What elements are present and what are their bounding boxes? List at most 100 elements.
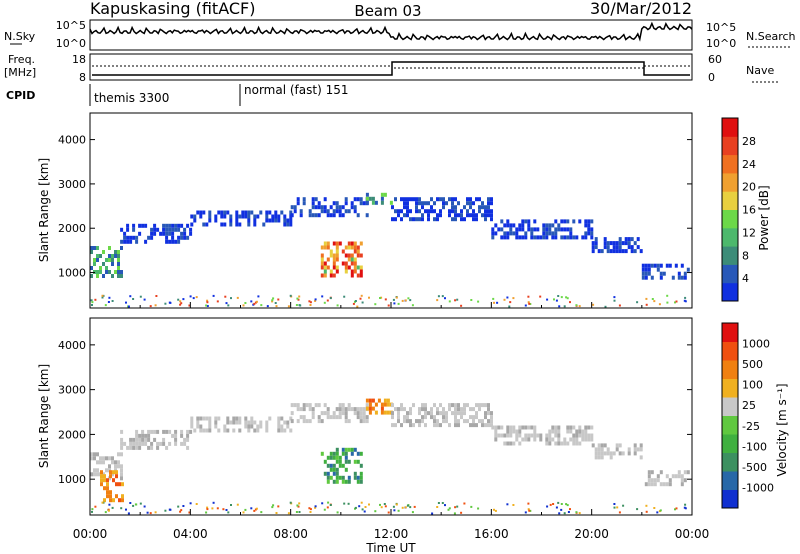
power-echo-cell-band-2	[238, 214, 242, 219]
power-echo-cell-band-7	[563, 235, 567, 240]
power-echo-cell-band-2	[190, 222, 194, 227]
velocity-echo-cell-band-10	[668, 478, 672, 483]
velocity-scatter-cell	[494, 509, 497, 512]
power-echo-cell-band-5	[380, 200, 384, 205]
power-scatter-cell	[477, 300, 480, 303]
velocity-echo-cell-band-3	[196, 424, 200, 429]
velocity-echo-cell-band-8	[581, 433, 585, 438]
velocity-echo-cell-band-9	[618, 451, 622, 456]
power-echo-cell-band-7	[566, 235, 570, 240]
power-scatter-cell	[352, 302, 355, 305]
power-echo-cell-band-4	[323, 261, 327, 266]
power-echo-cell-band-2	[247, 222, 251, 227]
power-scatter-cell	[111, 300, 114, 302]
power-echo-cell-band-7	[554, 231, 558, 236]
power-scatter-cell	[460, 304, 463, 307]
velocity-echo-cell-band-7	[478, 407, 481, 412]
colorbar-tick-label: -1000	[742, 481, 774, 494]
velocity-echo-cell-band-10	[674, 474, 678, 479]
velocity-echo-cell-band-3	[235, 416, 239, 421]
velocity-echo-cell-band-4	[359, 407, 363, 412]
power-scatter-cell	[127, 305, 130, 308]
velocity-echo-cell-band-1	[109, 494, 112, 499]
power-echo-cell-band-1	[147, 235, 151, 240]
power-echo-cell-band-7	[503, 235, 507, 240]
power-scatter-cell	[206, 301, 209, 304]
power-echo-cell-band-7	[551, 231, 555, 236]
power-echo-cell-band-3	[335, 205, 339, 210]
velocity-echo-cell-band-0	[111, 456, 114, 461]
velocity-echo-cell-band-3	[277, 428, 281, 433]
velocity-echo-cell-band-3	[253, 420, 257, 425]
velocity-echo-cell-band-3	[247, 424, 251, 429]
velocity-echo-cell-band-8	[548, 433, 552, 438]
velocity-scatter-cell	[363, 510, 366, 513]
power-scatter-cell	[356, 305, 359, 308]
power-echo-cell-band-9	[644, 263, 648, 268]
power-echo-cell-band-8	[630, 245, 634, 250]
power-scatter-cell	[295, 304, 298, 306]
velocity-echo-cell-band-9	[606, 451, 610, 456]
power-echo-cell-band-6	[490, 197, 493, 202]
velocity-echo-cell-band-5	[335, 459, 339, 464]
power-scatter-cell	[575, 304, 578, 307]
velocity-scatter-cell	[653, 507, 656, 509]
velocity-echo-cell-band-7	[445, 415, 448, 420]
power-echo-cell-band-3	[353, 205, 357, 210]
power-scatter-cell	[253, 302, 256, 305]
power-echo-cell-band-7	[518, 227, 522, 232]
velocity-echo-cell-band-8	[518, 429, 522, 434]
power-echo-cell-band-8	[618, 237, 622, 242]
velocity-echo-cell-band-3	[190, 416, 194, 421]
velocity-echo-cell-band-8	[563, 441, 567, 446]
power-echo-cell-band-7	[521, 223, 525, 228]
power-echo-cell-band-3	[338, 213, 342, 218]
power-echo-cell-band-9	[641, 275, 645, 280]
velocity-echo-cell-band-3	[283, 428, 287, 433]
power-echo-cell-band-4	[323, 269, 327, 274]
power-echo-cell-band-9	[680, 263, 684, 268]
power-echo-cell-band-1	[165, 235, 169, 240]
power-echo-cell-band-6	[484, 217, 487, 222]
velocity-echo-cell-band-7	[487, 403, 490, 408]
power-scatter-cell	[508, 305, 511, 308]
velocity-echo-cell-band-3	[238, 416, 242, 421]
velocity-echo-cell-band-2	[135, 441, 139, 446]
velocity-scatter-cell	[493, 508, 495, 511]
velocity-echo-cell-band-6	[365, 398, 369, 403]
colorbar-swatch	[722, 415, 738, 435]
power-echo-cell-band-6	[463, 205, 466, 210]
power-echo-cell-band-3	[293, 205, 297, 210]
velocity-echo-cell-band-1	[118, 482, 121, 487]
power-echo-cell-band-9	[683, 271, 687, 276]
velocity-echo-cell-band-0	[99, 460, 102, 465]
power-echo-cell-band-9	[650, 275, 654, 280]
velocity-echo-cell-band-7	[484, 423, 487, 428]
power-scatter-cell	[195, 296, 198, 299]
velocity-echo-cell-band-10	[677, 470, 681, 475]
power-echo-cell-band-1	[159, 231, 163, 236]
power-echo-cell-band-6	[427, 217, 430, 222]
power-echo-cell-band-6	[436, 213, 439, 218]
power-echo-cell-band-6	[466, 209, 469, 214]
velocity-echo-cell-band-8	[518, 441, 522, 446]
velocity-echo-cell-band-4	[341, 403, 345, 408]
power-echo-cell-band-4	[326, 245, 330, 250]
power-echo-cell-band-1	[165, 239, 169, 244]
velocity-echo-cell-band-7	[424, 415, 427, 420]
power-scatter-cell	[104, 304, 107, 307]
power-scatter-cell	[257, 295, 260, 298]
power-echo-cell-band-4	[356, 265, 360, 270]
power-echo-cell-band-7	[566, 227, 570, 232]
power-echo-cell-band-6	[403, 201, 406, 206]
power-echo-cell-band-3	[317, 205, 321, 210]
velocity-echo-cell-band-8	[557, 441, 561, 446]
velocity-echo-cell-band-8	[560, 441, 564, 446]
velocity-echo-cell-band-8	[521, 437, 525, 442]
velocity-echo-cell-band-8	[494, 437, 498, 442]
power-echo-cell-band-3	[356, 213, 360, 218]
power-echo-cell-band-2	[229, 214, 233, 219]
velocity-echo-cell-band-2	[132, 445, 136, 450]
power-echo-cell-band-6	[448, 213, 451, 218]
velocity-scatter-cell	[618, 511, 621, 514]
